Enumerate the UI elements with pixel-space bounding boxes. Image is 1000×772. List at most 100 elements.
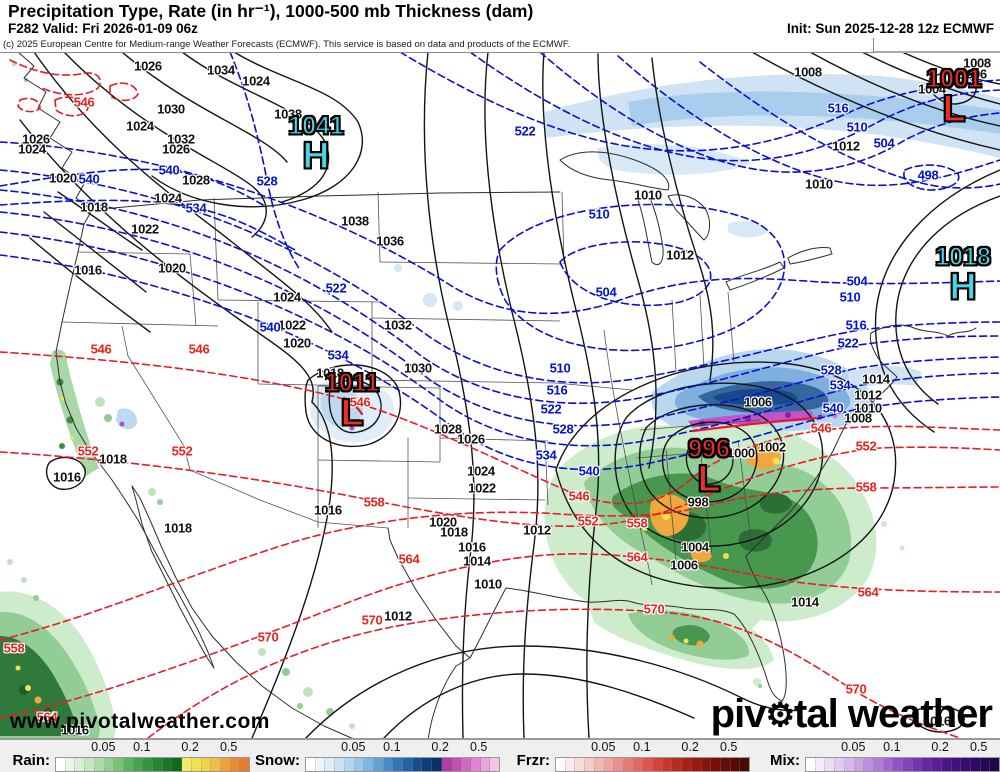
legend-swatch bbox=[211, 758, 221, 771]
legend-swatch bbox=[123, 758, 134, 771]
legend-label: Frzr: bbox=[516, 752, 550, 769]
legend-tick: 0.2 bbox=[181, 740, 199, 754]
legend-swatch bbox=[441, 758, 452, 771]
legend-swatch bbox=[873, 758, 884, 771]
legend-swatch bbox=[844, 758, 855, 771]
legend-tick: 0.5 bbox=[219, 740, 238, 754]
legend-swatch bbox=[306, 758, 316, 771]
legend-swatch bbox=[701, 758, 712, 771]
legend-swatch bbox=[691, 758, 702, 771]
legend-tick: 0.2 bbox=[431, 740, 449, 754]
legend-swatch bbox=[201, 758, 212, 771]
legend-colorbar bbox=[555, 757, 750, 772]
legend-tick: 0.1 bbox=[633, 740, 651, 754]
legend-swatch bbox=[643, 758, 654, 771]
legend-swatch bbox=[623, 758, 634, 771]
legend-tick: 0.1 bbox=[883, 740, 901, 754]
legend-swatch bbox=[490, 758, 500, 771]
legend-swatch bbox=[893, 758, 904, 771]
legend-swatch bbox=[94, 758, 105, 771]
legend-group-snow: Snow: 0.05 0.1 0.2 0.5 bbox=[250, 740, 500, 772]
legend-swatch bbox=[864, 758, 874, 771]
legend-swatch bbox=[191, 758, 202, 771]
legend-label: Mix: bbox=[770, 752, 800, 769]
legend-tick: 0.2 bbox=[681, 740, 699, 754]
gear-icon: ⚙ bbox=[765, 696, 795, 733]
legend-swatch bbox=[393, 758, 404, 771]
legend-swatch bbox=[143, 758, 154, 771]
legend-swatch bbox=[672, 758, 683, 771]
legend-label: Snow: bbox=[255, 752, 300, 769]
copyright-bar: (c) 2025 European Centre for Medium-rang… bbox=[0, 38, 874, 53]
legend-swatch bbox=[565, 758, 576, 771]
legend-swatch bbox=[806, 758, 816, 771]
brand-logo-pre: piv bbox=[710, 692, 767, 736]
legend-swatch bbox=[653, 758, 663, 771]
legend-colorbar bbox=[55, 757, 250, 772]
legend-swatch bbox=[240, 758, 250, 771]
legend-swatch bbox=[412, 758, 423, 771]
legend-swatch bbox=[941, 758, 952, 771]
legend-swatch bbox=[980, 758, 991, 771]
map-title: Precipitation Type, Rate (in hr⁻¹), 1000… bbox=[8, 1, 534, 21]
legend-swatch bbox=[383, 758, 394, 771]
legend-swatch bbox=[990, 758, 1000, 771]
legend-group-frzr: Frzr: 0.05 0.1 0.2 0.5 bbox=[500, 740, 750, 772]
legend-swatch bbox=[182, 758, 192, 771]
legend-swatch bbox=[835, 758, 845, 771]
legend-swatch bbox=[594, 758, 605, 771]
legend-swatch bbox=[354, 758, 365, 771]
legend-swatch bbox=[730, 758, 741, 771]
legend-swatch bbox=[922, 758, 933, 771]
legend-swatch bbox=[825, 758, 836, 771]
legend-swatch bbox=[230, 758, 241, 771]
legend-swatch bbox=[432, 758, 442, 771]
legend-tick: 0.05 bbox=[841, 740, 866, 754]
legend-swatch bbox=[633, 758, 644, 771]
legend-swatch bbox=[65, 758, 76, 771]
legend-swatch bbox=[403, 758, 413, 771]
legend-swatch bbox=[614, 758, 624, 771]
legend-swatch bbox=[162, 758, 173, 771]
legend-swatch bbox=[932, 758, 942, 771]
legend-swatch bbox=[961, 758, 971, 771]
legend-swatch bbox=[912, 758, 923, 771]
watermark-url: www.pivotalweather.com bbox=[10, 710, 270, 733]
precip-legend: Rain: 0.05 0.1 0.2 0.5 Snow: 0.05 0.1 0.2 0.5 Frzr… bbox=[0, 738, 1000, 772]
legend-swatch bbox=[604, 758, 615, 771]
legend-swatch bbox=[373, 758, 384, 771]
legend-swatch bbox=[422, 758, 433, 771]
legend-swatch bbox=[662, 758, 673, 771]
legend-swatch bbox=[720, 758, 731, 771]
legend-swatch bbox=[854, 758, 865, 771]
legend-swatch bbox=[220, 758, 231, 771]
legend-swatch bbox=[133, 758, 144, 771]
legend-swatch bbox=[344, 758, 355, 771]
legend-swatch bbox=[951, 758, 962, 771]
legend-label: Rain: bbox=[12, 752, 51, 769]
legend-tick: 0.1 bbox=[133, 740, 151, 754]
legend-swatch bbox=[970, 758, 981, 771]
legend-swatch bbox=[451, 758, 462, 771]
legend-tick: 0.5 bbox=[469, 740, 488, 754]
init-time-text: Init: Sun 2025-12-28 12z ECMWF bbox=[786, 21, 994, 36]
legend-tick: 0.2 bbox=[931, 740, 949, 754]
legend-swatch bbox=[815, 758, 826, 771]
legend-tick: 0.05 bbox=[341, 740, 366, 754]
legend-colorbar bbox=[805, 757, 1000, 772]
legend-tick: 0.1 bbox=[383, 740, 401, 754]
legend-swatch bbox=[325, 758, 336, 771]
brand-logo: piv⚙tal weather bbox=[710, 692, 993, 736]
legend-swatch bbox=[364, 758, 374, 771]
legend-swatch bbox=[903, 758, 913, 771]
legend-swatch bbox=[335, 758, 345, 771]
legend-swatch bbox=[461, 758, 471, 771]
legend-tick: 0.5 bbox=[969, 740, 988, 754]
legend-swatch bbox=[711, 758, 721, 771]
legend-swatch bbox=[585, 758, 595, 771]
valid-time-text: F282 Valid: Fri 2026-01-09 06z bbox=[8, 21, 198, 36]
legend-swatch bbox=[114, 758, 124, 771]
legend-swatch bbox=[575, 758, 586, 771]
legend-swatch bbox=[315, 758, 326, 771]
